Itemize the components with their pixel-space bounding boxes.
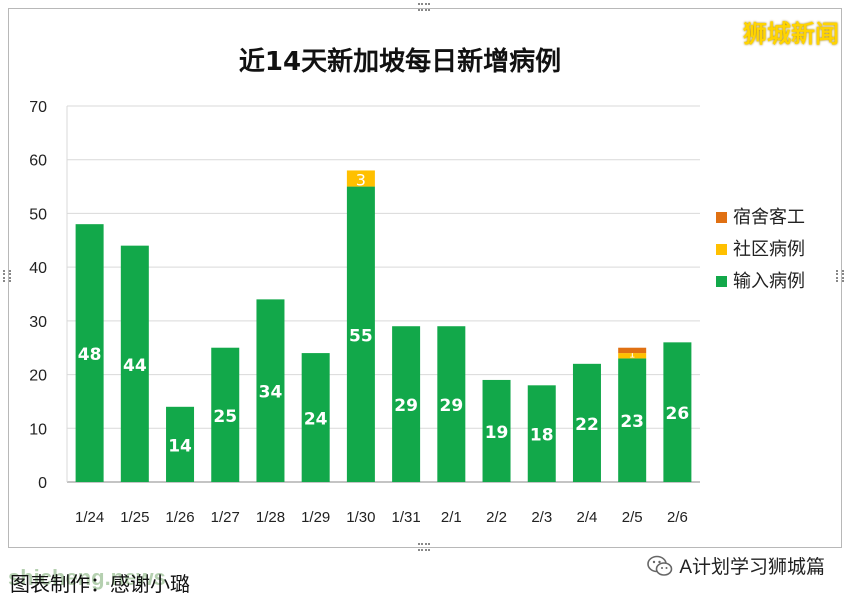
bar-data-label: 3 <box>356 171 366 190</box>
resize-handle-right[interactable] <box>836 270 844 282</box>
chart-credit: 图表制作：感谢小璐 <box>10 572 190 596</box>
bar-imported <box>120 245 149 482</box>
x-tick-label: 2/5 <box>622 509 643 526</box>
bar-imported <box>346 186 375 483</box>
bar-data-label: 14 <box>168 436 192 456</box>
x-tick-label: 1/25 <box>120 509 149 526</box>
bar-data-label: 29 <box>394 396 418 416</box>
bar-imported <box>166 406 195 482</box>
y-tick-label: 70 <box>29 99 47 116</box>
x-tick-label: 1/27 <box>211 509 240 526</box>
bar-data-label: 29 <box>439 396 463 416</box>
bar-data-label: 23 <box>620 412 644 432</box>
bar-data-label: 1 <box>629 349 635 360</box>
y-tick-label: 10 <box>29 421 47 438</box>
bar-imported <box>256 299 285 482</box>
bar-dormitory <box>618 347 647 354</box>
bar-imported <box>663 342 692 482</box>
wechat-account-name: A计划学习狮城篇 <box>679 557 825 578</box>
x-tick-label: 2/2 <box>486 509 507 526</box>
x-tick-label: 2/6 <box>667 509 688 526</box>
bar-imported <box>211 347 240 482</box>
bar-data-label: 55 <box>349 326 373 346</box>
y-tick-label: 50 <box>29 206 47 223</box>
site-watermark: shicheng.news <box>8 565 166 590</box>
x-tick-label: 1/28 <box>256 509 285 526</box>
y-tick-label: 30 <box>29 314 47 331</box>
bar-data-label: 44 <box>123 356 147 376</box>
resize-handle-left[interactable] <box>3 270 11 282</box>
x-tick-label: 1/26 <box>165 509 194 526</box>
x-tick-label: 1/24 <box>75 509 104 526</box>
wechat-icon <box>647 555 673 576</box>
bar-imported <box>437 326 466 482</box>
x-tick-label: 1/31 <box>392 509 421 526</box>
bar-community <box>618 353 647 359</box>
resize-handle-top[interactable] <box>418 3 430 11</box>
y-tick-label: 40 <box>29 260 47 277</box>
bar-imported <box>75 224 104 482</box>
bar-data-label: 34 <box>259 383 283 403</box>
x-tick-label: 2/3 <box>531 509 552 526</box>
bar-data-label: 26 <box>666 404 690 424</box>
chart-title: 近14天新加坡每日新增病例 <box>239 46 561 77</box>
x-tick-label: 1/29 <box>301 509 330 526</box>
legend-swatch <box>716 244 727 255</box>
bar-imported <box>618 358 647 482</box>
legend-label: 宿舍客工 <box>733 207 805 228</box>
brand-logo: 狮城新闻 <box>743 19 839 48</box>
resize-handle-bottom[interactable] <box>418 543 430 551</box>
x-tick-label: 2/4 <box>577 509 598 526</box>
legend-swatch <box>716 212 727 223</box>
legend-label: 社区病例 <box>733 239 805 260</box>
bar-imported <box>527 385 556 482</box>
legend-swatch <box>716 276 727 287</box>
y-tick-label: 60 <box>29 153 47 170</box>
bar-imported <box>482 379 511 482</box>
legend-label: 输入病例 <box>733 271 805 292</box>
y-tick-label: 20 <box>29 368 47 385</box>
bar-data-label: 48 <box>78 345 102 365</box>
y-tick-label: 0 <box>38 475 47 492</box>
x-tick-label: 2/1 <box>441 509 462 526</box>
bar-data-label: 22 <box>575 415 599 435</box>
bar-data-label: 18 <box>530 426 554 446</box>
bar-imported <box>301 353 330 482</box>
wechat-account: A计划学习狮城篇 <box>647 552 825 579</box>
x-tick-label: 1/30 <box>346 509 375 526</box>
bar-data-label: 19 <box>485 423 509 443</box>
bar-imported <box>572 363 601 482</box>
bar-community <box>346 170 375 187</box>
bar-imported <box>392 326 421 482</box>
bar-data-label: 25 <box>213 407 237 427</box>
bar-data-label: 24 <box>304 410 328 430</box>
